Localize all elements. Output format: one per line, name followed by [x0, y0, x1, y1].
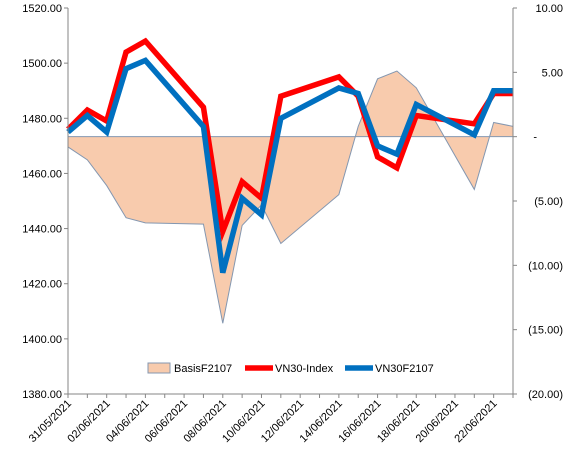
- left-tick-label: 1520.00: [22, 3, 62, 15]
- series-basisf2107-area: [68, 71, 513, 324]
- right-tick-label: 5.00: [542, 67, 563, 79]
- legend-label-basisf2107: BasisF2107: [174, 363, 232, 375]
- right-tick-label: -: [533, 132, 537, 144]
- right-tick-label: (20.00): [528, 389, 563, 401]
- chart-legend: BasisF2107 VN30-Index VN30F2107: [147, 362, 434, 375]
- legend-label-vn30f2107: VN30F2107: [375, 363, 434, 375]
- left-tick-label: 1460.00: [22, 168, 62, 180]
- legend-label-vn30-index: VN30-Index: [275, 363, 334, 375]
- x-axis-ticks: 31/05/202102/06/202104/06/202106/06/2021…: [27, 394, 514, 445]
- right-tick-label: (15.00): [528, 325, 563, 337]
- left-tick-label: 1420.00: [22, 279, 62, 291]
- left-tick-label: 1400.00: [22, 334, 62, 346]
- series-basisf2107-edge: [67, 70, 514, 324]
- series-vn30-index-line: [66, 37, 513, 242]
- basis-area-layer: [67, 70, 514, 324]
- series-vn30f2107-line: [66, 57, 513, 274]
- legend-swatch-basisf2107: [147, 362, 171, 374]
- left-tick-label: 1440.00: [22, 224, 62, 236]
- price-lines-layer: [66, 37, 513, 274]
- right-axis-ticks: (20.00) (15.00) (10.00) (5.00) - 5.00 10.00: [513, 3, 563, 401]
- right-tick-label: (10.00): [528, 260, 563, 272]
- left-tick-label: 1380.00: [22, 389, 62, 401]
- right-tick-label: (5.00): [534, 196, 563, 208]
- left-tick-label: 1480.00: [22, 113, 62, 125]
- left-axis-ticks: 1380.00 1400.00 1420.00 1440.00 1460.00 1480.…: [22, 3, 68, 401]
- left-tick-label: 1500.00: [22, 58, 62, 70]
- right-tick-label: 10.00: [535, 3, 563, 15]
